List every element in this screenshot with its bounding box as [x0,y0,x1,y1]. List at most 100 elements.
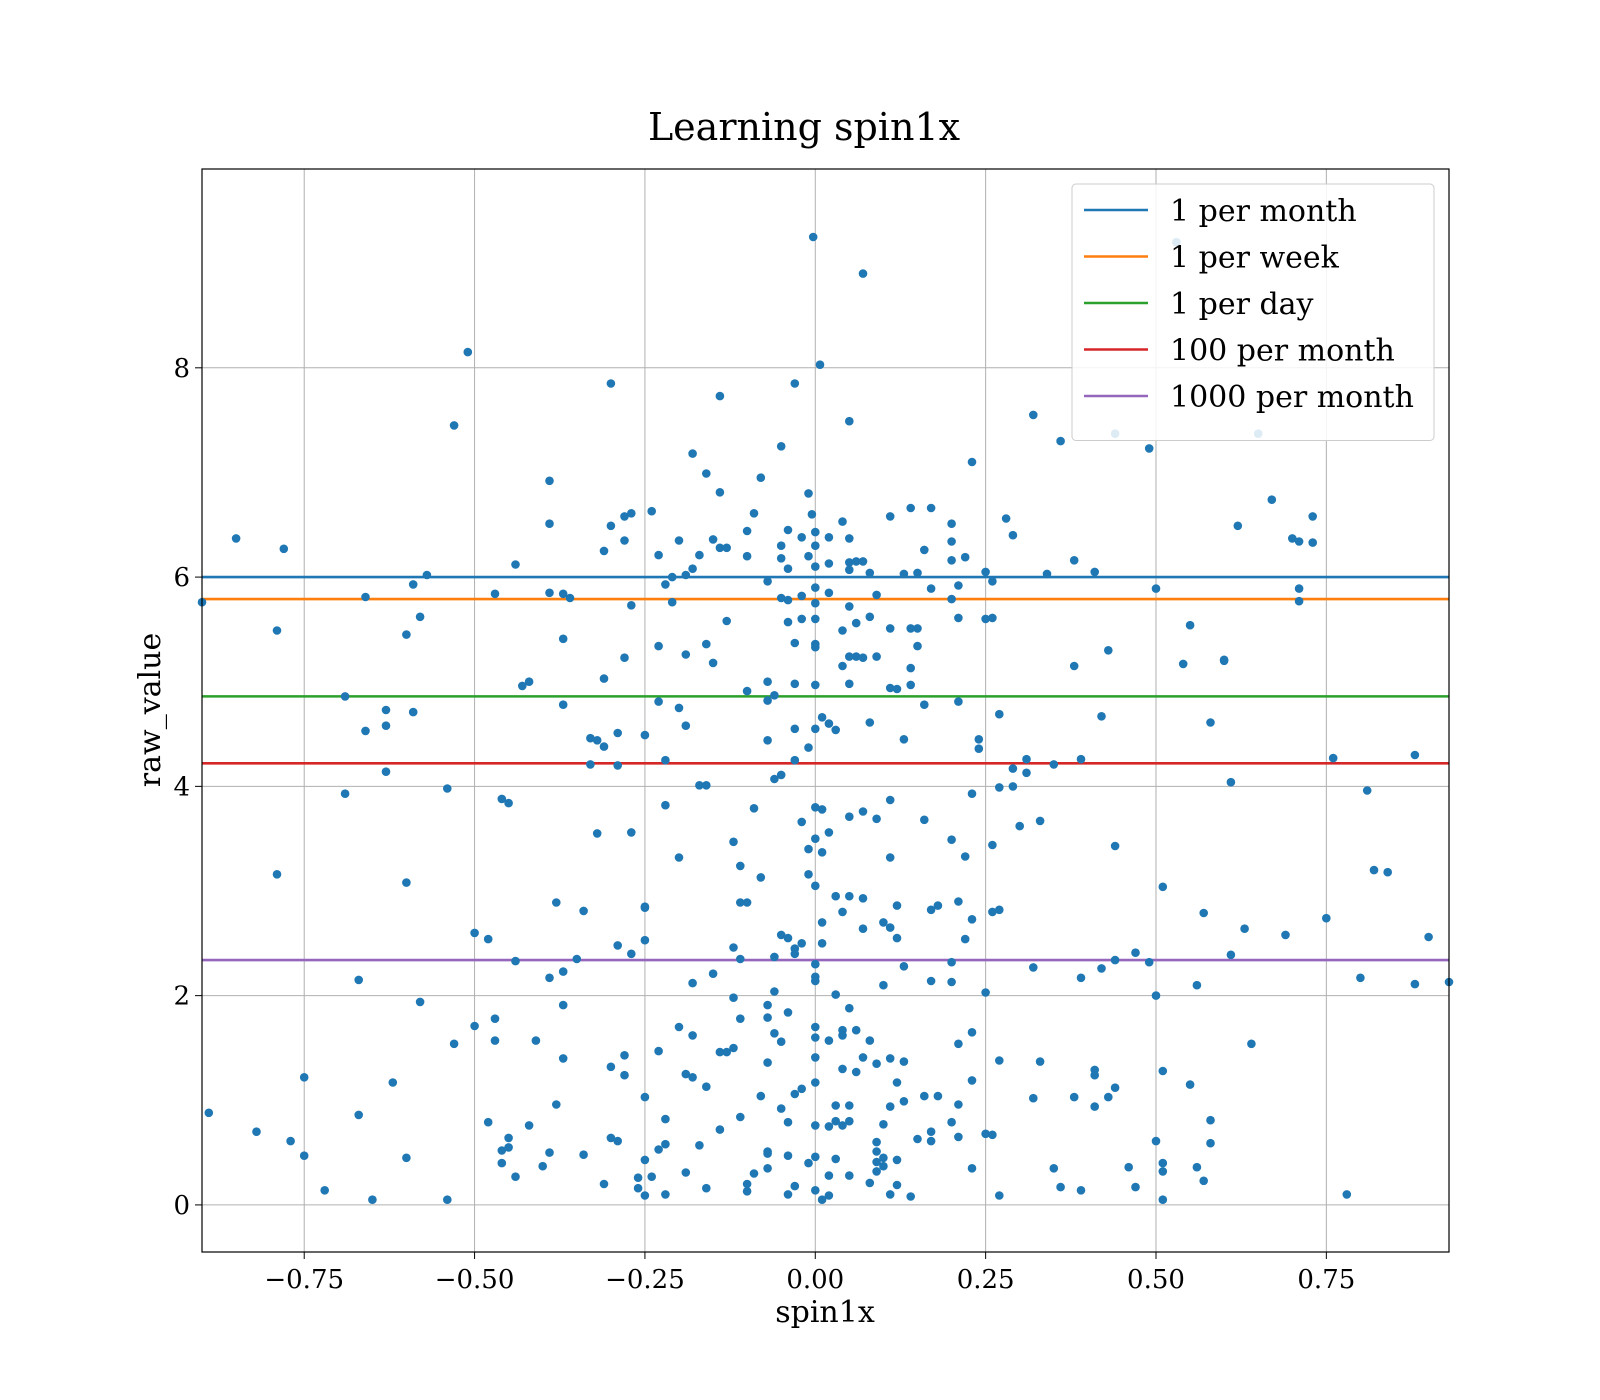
scatter-point [722,616,731,626]
scatter-point [783,933,793,943]
scatter-point [845,558,854,567]
scatter-point [872,1147,881,1156]
scatter-point [763,1149,772,1158]
scatter-point [470,928,479,938]
scatter-point [913,568,922,578]
scatter-point [449,1039,459,1049]
scatter-point [899,1057,909,1066]
scatter-point [885,853,895,862]
scatter-point [1131,1182,1140,1192]
scatter-point [715,1125,725,1134]
scatter-point [354,975,364,985]
scatter-point [811,527,820,537]
scatter-point [681,1069,691,1079]
scatter-point [770,987,779,996]
scatter-point [647,1172,656,1181]
scatter-point [947,594,956,604]
scatter-point [381,705,391,715]
scatter-point [851,1067,861,1077]
scatter-point [817,713,827,722]
scatter-point [1185,1080,1195,1089]
scatter-point [1151,584,1161,593]
scatter-point [1240,924,1249,933]
scatter-point [511,956,520,966]
scatter-point [518,681,527,691]
scatter-point [811,680,820,690]
scatter-point [231,534,241,543]
scatter-point [667,572,677,582]
scatter-point [627,509,636,518]
scatter-point [804,551,813,561]
scatter-point [879,1161,888,1171]
scatter-point [776,1037,786,1046]
scatter-point [783,1008,793,1017]
scatter-point [811,1033,820,1042]
scatter-point [1001,514,1011,523]
scatter-point [824,1171,834,1180]
scatter-point [1022,754,1031,764]
scatter-point [926,1136,936,1146]
scatter-point [885,512,895,521]
scatter-point [661,1190,670,1199]
scatter-point [661,1139,670,1149]
y-tick-label: 2 [173,982,190,1012]
scatter-point [361,726,370,736]
scatter-point [988,907,997,917]
scatter-point [490,589,500,599]
scatter-point [790,949,800,959]
scatter-point [947,977,956,987]
scatter-point [674,536,684,545]
scatter-point [995,709,1004,719]
scatter-point [702,1183,711,1193]
scatter-point [763,577,772,586]
scatter-point [885,624,895,633]
scatter-point [742,551,752,561]
scatter-point [811,562,820,571]
scatter-point [954,897,963,906]
scatter-point [783,1151,793,1160]
scatter-point [967,789,977,798]
scatter-point [804,1158,813,1168]
scatter-point [974,735,984,744]
scatter-point [811,541,820,550]
scatter-point [947,1117,956,1127]
scatter-point [947,537,956,546]
scatter-point [381,767,391,776]
scatter-point [947,957,956,967]
scatter-point [702,1082,711,1091]
scatter-point [1022,768,1031,778]
scatter-point [408,707,418,717]
scatter-point [913,641,922,651]
scatter-point [851,1025,861,1035]
scatter-point [1178,659,1188,669]
scatter-point [776,541,786,550]
scatter-point [286,1136,295,1146]
scatter-point [913,624,922,633]
scatter-point [763,677,772,686]
scatter-point [899,1097,909,1106]
scatter-point [354,1110,364,1120]
scatter-point [483,934,493,944]
scatter-point [552,898,561,907]
scatter-point [1424,932,1433,942]
scatter-point [811,834,820,843]
scatter-point [1226,950,1236,960]
scatter-point [1110,841,1120,851]
scatter-point [865,1178,875,1188]
scatter-point [722,543,731,553]
scatter-point [926,976,936,986]
scatter-point [947,519,956,528]
scatter-point [504,798,513,808]
scatter-point [688,978,697,988]
scatter-point [620,512,629,521]
scatter-point [620,536,629,545]
scatter-point [1008,764,1018,773]
scatter-point [1410,979,1420,989]
scatter-point [524,1121,534,1130]
scatter-point [1049,760,1059,769]
scatter-point [988,577,997,586]
scatter-point [1076,973,1086,983]
scatter-point [831,1101,840,1110]
scatter-point [620,1070,629,1080]
scatter-point [811,1186,820,1195]
